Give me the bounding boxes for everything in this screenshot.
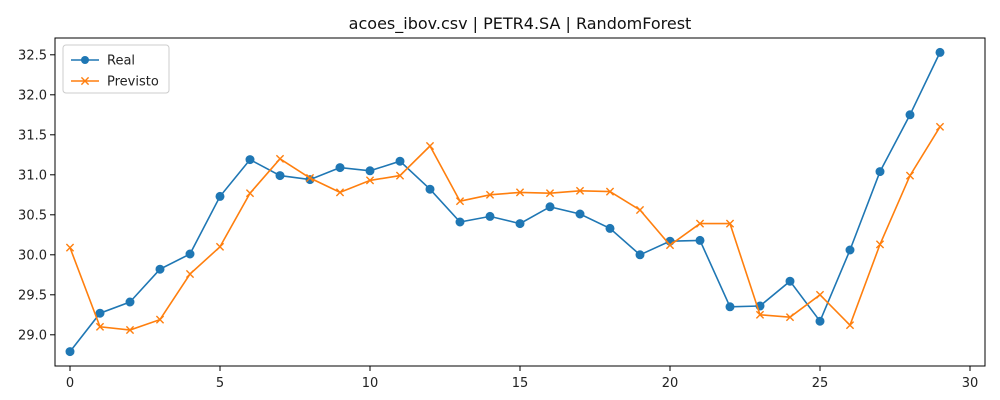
y-tick-label-7: 32.5 (18, 48, 47, 63)
point-previsto-19 (635, 205, 645, 215)
point-previsto-2 (125, 325, 135, 335)
y-tick-label-4: 31.0 (18, 168, 47, 183)
point-real-12 (425, 184, 435, 194)
point-previsto-15 (515, 188, 525, 197)
point-previsto-4 (185, 269, 195, 279)
point-real-11 (395, 156, 405, 166)
point-real-10 (365, 166, 375, 176)
legend-label-previsto: Previsto (107, 75, 159, 90)
legend: Real Previsto (62, 44, 170, 94)
legend-marker-real (81, 56, 89, 64)
point-real-24 (785, 276, 795, 286)
point-previsto-13 (455, 197, 465, 206)
x-tick-label-6: 30 (962, 376, 979, 391)
point-previsto-16 (545, 189, 555, 198)
axes-frame (54, 37, 986, 367)
point-previsto-17 (575, 186, 585, 195)
series-line-real (69, 52, 941, 353)
chart-title: acoes_ibov.csv | PETR4.SA | RandomForest (349, 14, 692, 34)
point-previsto-8 (305, 173, 315, 183)
x-tick-label-4: 20 (662, 376, 679, 391)
point-real-1 (95, 308, 105, 318)
point-previsto-7 (275, 154, 285, 163)
y-tick-label-2: 30.0 (18, 248, 47, 263)
point-previsto-29 (935, 122, 945, 131)
x-tick-label-3: 15 (512, 376, 529, 391)
y-tick-label-5: 31.5 (18, 128, 47, 143)
point-real-7 (275, 171, 285, 181)
x-tick-label-0: 0 (66, 376, 74, 391)
series-line-previsto (69, 126, 941, 331)
point-previsto-9 (335, 188, 345, 197)
point-previsto-14 (485, 190, 495, 199)
point-real-28 (905, 110, 915, 120)
point-previsto-3 (155, 315, 165, 324)
point-previsto-0 (65, 243, 75, 252)
point-real-2 (125, 297, 135, 307)
point-real-16 (545, 202, 555, 212)
point-previsto-24 (785, 313, 795, 322)
point-real-3 (155, 264, 165, 274)
plot-area (65, 47, 945, 357)
point-real-25 (815, 316, 825, 326)
y-tick-label-6: 32.0 (18, 88, 47, 103)
y-tick-label-1: 29.5 (18, 288, 47, 303)
point-previsto-1 (95, 322, 105, 331)
point-previsto-20 (665, 241, 675, 250)
x-tick-label-2: 10 (362, 376, 379, 391)
point-real-19 (635, 250, 645, 260)
point-previsto-22 (725, 219, 735, 228)
point-previsto-11 (395, 171, 405, 180)
axes: 0 5 10 15 20 25 30 29.0 29.5 30.0 30.5 31.0 31.5 32.0… (18, 37, 986, 391)
point-real-6 (245, 155, 255, 165)
point-previsto-21 (695, 219, 705, 228)
point-previsto-12 (425, 141, 435, 151)
point-real-13 (455, 217, 465, 227)
y-tick-label-3: 30.5 (18, 208, 47, 223)
point-previsto-6 (245, 189, 255, 198)
point-previsto-18 (605, 187, 615, 196)
point-real-5 (215, 191, 225, 201)
point-real-26 (845, 245, 855, 255)
point-previsto-5 (215, 242, 225, 251)
point-previsto-28 (905, 171, 915, 180)
point-real-14 (485, 211, 495, 221)
point-real-15 (515, 219, 525, 229)
point-real-27 (875, 167, 885, 177)
point-real-0 (65, 347, 75, 357)
point-real-22 (725, 302, 735, 312)
point-previsto-27 (875, 240, 885, 249)
point-real-9 (335, 163, 345, 173)
x-tick-label-5: 25 (812, 376, 829, 391)
point-previsto-23 (755, 310, 765, 319)
point-real-18 (605, 223, 615, 233)
y-tick-label-0: 29.0 (18, 328, 47, 343)
point-previsto-26 (845, 321, 855, 330)
point-real-29 (935, 47, 945, 57)
point-previsto-25 (815, 290, 825, 299)
point-real-4 (185, 249, 195, 259)
point-previsto-10 (365, 176, 375, 185)
legend-label-real: Real (107, 54, 135, 69)
point-real-21 (695, 235, 705, 245)
legend-marker-previsto (80, 76, 90, 86)
x-tick-label-1: 5 (216, 376, 224, 391)
point-real-17 (575, 209, 585, 219)
